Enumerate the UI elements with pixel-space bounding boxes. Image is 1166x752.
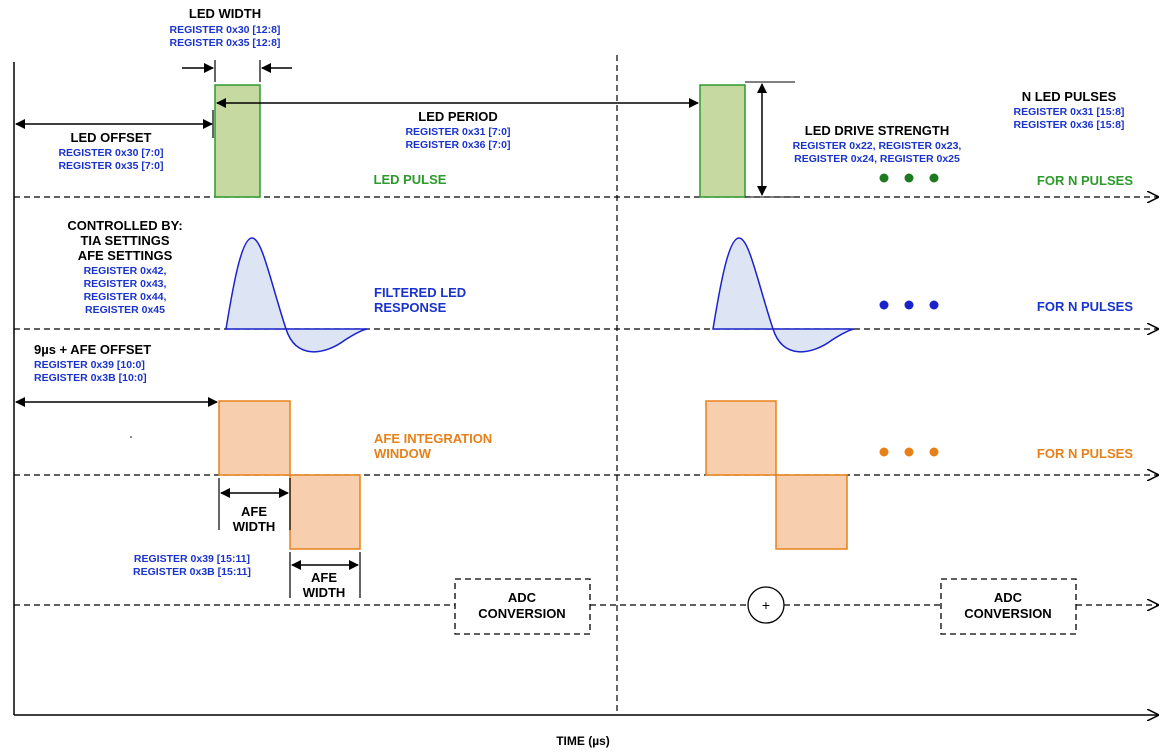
sum-circle: [747, 586, 785, 624]
for-n-pulses-led: FOR N PULSES: [1037, 173, 1133, 188]
x-axis-label: TIME (µs): [556, 734, 610, 748]
afe-offset-title: 9µs + AFE OFFSET: [34, 342, 151, 357]
afe-width-register-1: REGISTER 0x39 [15:11]: [134, 553, 250, 565]
filtered-response-line2: RESPONSE: [374, 300, 447, 315]
afe-window-line2: WINDOW: [374, 446, 432, 461]
led-width-register-1: REGISTER 0x30 [12:8]: [170, 24, 281, 36]
afe-window-1-positive: [218, 400, 291, 476]
sum-symbol: +: [762, 597, 770, 613]
filtered-response-1: [225, 237, 368, 353]
afe-offset-register-2: REGISTER 0x3B [10:0]: [34, 372, 147, 384]
adc-conversion-box-2: [940, 578, 1077, 635]
afe-width-register-2: REGISTER 0x3B [15:11]: [133, 566, 251, 578]
led-pulse-2: [699, 84, 746, 198]
led-offset-register-2: REGISTER 0x35 [7:0]: [58, 160, 163, 172]
afe-window-1-negative: [289, 474, 361, 550]
n-led-pulses-register-1: REGISTER 0x31 [15:8]: [1014, 106, 1125, 118]
led-period-register-1: REGISTER 0x31 [7:0]: [405, 126, 510, 138]
controlled-by-line1: CONTROLLED BY:: [67, 218, 182, 233]
led-width-title: LED WIDTH: [189, 6, 261, 21]
for-n-pulses-response: FOR N PULSES: [1037, 299, 1133, 314]
controlled-by-register-1: REGISTER 0x42,: [84, 265, 167, 277]
led-pulse-label: LED PULSE: [374, 172, 447, 187]
led-period-title: LED PERIOD: [418, 109, 497, 124]
led-drive-register-2: REGISTER 0x24, REGISTER 0x25: [794, 153, 960, 165]
led-offset-title: LED OFFSET: [71, 130, 152, 145]
adc-conversion-2-line2: CONVERSION: [964, 606, 1051, 621]
afe-window-line1: AFE INTEGRATION: [374, 431, 492, 446]
controlled-by-line3: AFE SETTINGS: [78, 248, 173, 263]
adc-conversion-1-line2: CONVERSION: [478, 606, 565, 621]
stray-dot: [130, 436, 132, 438]
led-period-register-2: REGISTER 0x36 [7:0]: [405, 139, 510, 151]
led-offset-register-1: REGISTER 0x30 [7:0]: [58, 147, 163, 159]
afe-width-2-line1: AFE: [311, 570, 337, 585]
n-led-pulses-title: N LED PULSES: [1022, 89, 1117, 104]
afe-offset-register-1: REGISTER 0x39 [10:0]: [34, 359, 145, 371]
controlled-by-line2: TIA SETTINGS: [80, 233, 169, 248]
afe-window-2-positive: [705, 400, 777, 476]
filtered-response-line1: FILTERED LED: [374, 285, 466, 300]
filtered-response-2: [712, 237, 855, 353]
afe-width-2-line2: WIDTH: [303, 585, 346, 600]
controlled-by-register-2: REGISTER 0x43,: [84, 278, 167, 290]
n-led-pulses-register-2: REGISTER 0x36 [15:8]: [1014, 119, 1125, 131]
afe-width-1-line1: AFE: [241, 504, 267, 519]
afe-ellipsis-dots: [879, 447, 939, 457]
controlled-by-register-4: REGISTER 0x45: [85, 304, 165, 316]
led-ellipsis-dots: [879, 173, 939, 183]
adc-conversion-box-1: [454, 578, 591, 635]
adc-conversion-1-line1: ADC: [508, 590, 537, 605]
afe-window-2-negative: [775, 474, 848, 550]
led-pulse-1: [214, 84, 261, 198]
adc-conversion-2-line1: ADC: [994, 590, 1023, 605]
led-drive-title: LED DRIVE STRENGTH: [805, 123, 949, 138]
led-drive-register-1: REGISTER 0x22, REGISTER 0x23,: [793, 140, 962, 152]
response-ellipsis-dots: [879, 300, 939, 310]
for-n-pulses-afe: FOR N PULSES: [1037, 446, 1133, 461]
afe-width-1-line2: WIDTH: [233, 519, 276, 534]
controlled-by-register-3: REGISTER 0x44,: [84, 291, 167, 303]
led-width-register-2: REGISTER 0x35 [12:8]: [170, 37, 281, 49]
